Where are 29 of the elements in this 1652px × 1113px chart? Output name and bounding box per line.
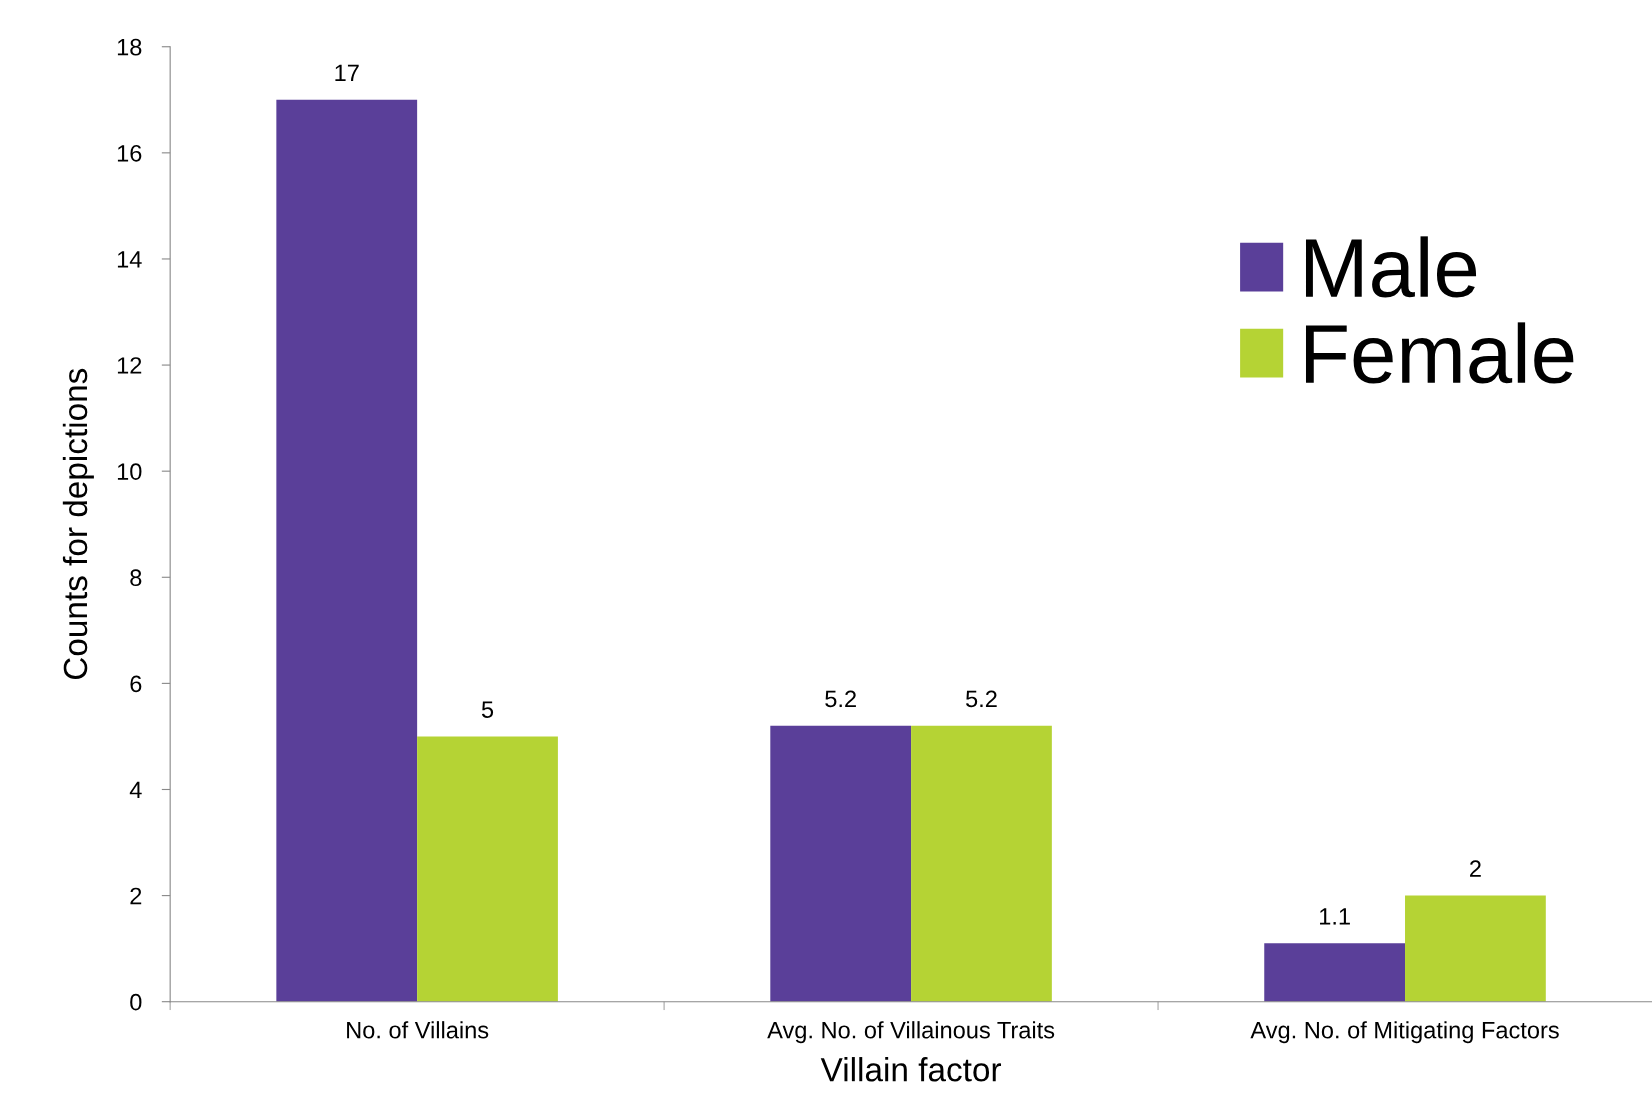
- bar: [417, 736, 558, 1002]
- y-tick-label: 12: [117, 357, 142, 374]
- y-tick-label: 6: [130, 675, 142, 693]
- bar: [1405, 895, 1546, 1002]
- data-label: 5.2: [966, 690, 997, 708]
- y-tick-label: 0: [130, 993, 142, 1011]
- bar: [276, 99, 418, 1002]
- y-tick-label: 8: [130, 569, 142, 587]
- x-tick-label: No. of Villains: [347, 1021, 489, 1039]
- y-tick-label: 14: [117, 251, 142, 268]
- data-label: 5.2: [825, 690, 856, 708]
- y-tick-label: 16: [117, 144, 142, 162]
- y-tick-label: 4: [129, 781, 142, 799]
- y-tick-label: 18: [117, 38, 142, 56]
- data-label: 5: [481, 701, 494, 718]
- data-label: 2: [1470, 860, 1481, 877]
- legend-label: Female: [1305, 322, 1574, 384]
- y-axis-title: Counts for depictions: [62, 368, 94, 680]
- bar: [770, 725, 912, 1002]
- data-label: 1.1: [1320, 908, 1350, 925]
- y-tick-label: 10: [117, 463, 142, 480]
- bar: [911, 725, 1052, 1002]
- y-tick-label: 2: [130, 887, 142, 905]
- data-label: 17: [335, 64, 359, 82]
- x-tick-label: Avg. No. of Villainous Traits: [767, 1021, 1055, 1044]
- x-tick-label: Avg. No. of Mitigating Factors: [1250, 1021, 1559, 1044]
- bar: [1264, 943, 1406, 1002]
- legend-label: Male: [1305, 236, 1477, 298]
- x-axis-title: Villain factor: [820, 1057, 1002, 1082]
